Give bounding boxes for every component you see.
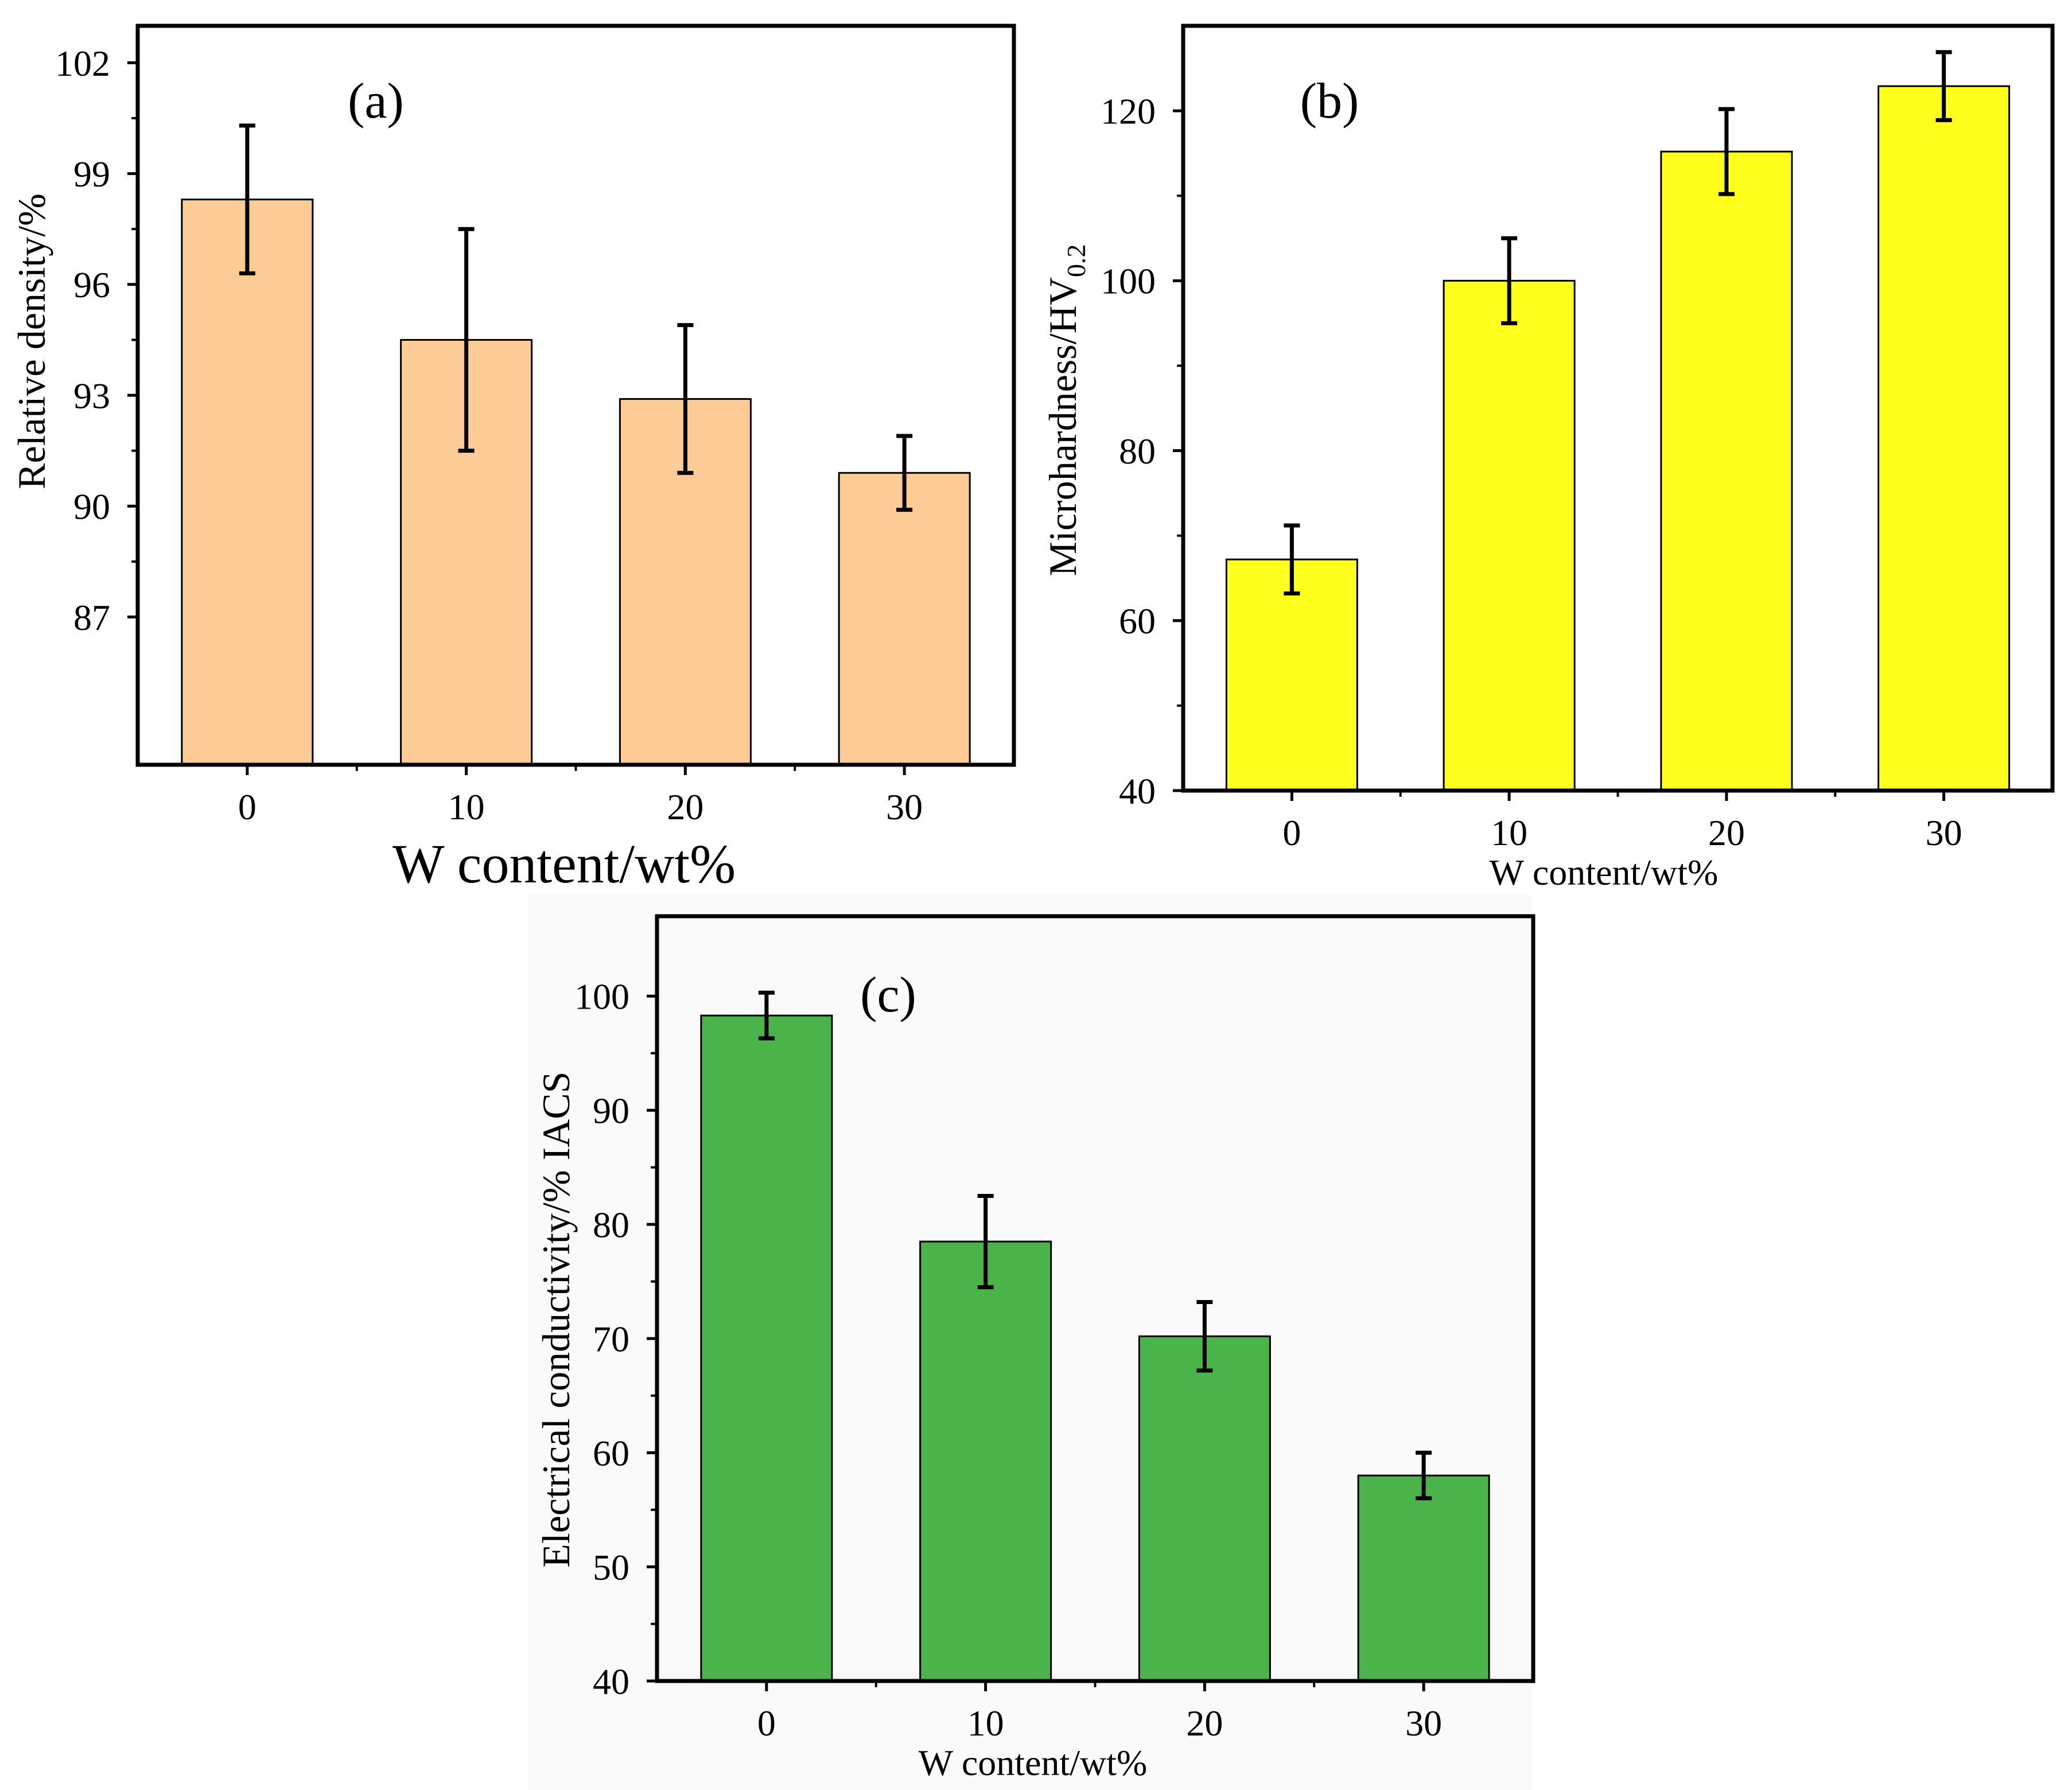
panel-a-ytick-label-102: 102 xyxy=(55,43,110,84)
panel-c-bar-20 xyxy=(1138,1335,1271,1682)
panel-a-errorbar-30 xyxy=(896,434,913,512)
panel-b-y-axis-title: Microhardness/HV0.2 xyxy=(1041,244,1091,577)
panel-c-errorbar-10 xyxy=(977,1193,994,1290)
panel-b-ytick-label-100: 100 xyxy=(1101,261,1156,302)
panel-a-bar-0 xyxy=(181,199,314,766)
panel-c-ytick-label-70: 70 xyxy=(593,1319,629,1360)
panel-b-xtick-label-10: 10 xyxy=(1491,812,1527,853)
panel-c-label: (c) xyxy=(860,967,916,1023)
panel-b-bar-20 xyxy=(1660,150,1793,792)
panel-b-errorbar-10 xyxy=(1501,236,1518,325)
panel-b-xtick-label-0: 0 xyxy=(1282,812,1301,853)
panel-a-error-bars xyxy=(239,123,913,512)
panel-a-errorbar-20 xyxy=(677,323,694,475)
panel-b-x-axis-title: W content/wt% xyxy=(1490,852,1719,893)
panel-a-x-axis-title: W content/wt% xyxy=(392,833,736,894)
panel-a-ytick-label-87: 87 xyxy=(73,597,110,638)
panel-a-bar-30 xyxy=(838,472,971,766)
panel-b-bar-10 xyxy=(1443,279,1576,792)
panel-c-ytick-labels: 40 50 60 70 80 90 100 xyxy=(574,976,629,1702)
panel-a-label: (a) xyxy=(348,73,404,129)
panel-b-y-axis-title-main: Microhardness/HV xyxy=(1041,277,1084,576)
panel-c-ytick-label-100: 100 xyxy=(574,976,629,1017)
panel-c-ytick-label-50: 50 xyxy=(593,1547,629,1587)
panel-b-ytick-label-60: 60 xyxy=(1119,601,1156,641)
panel-a-xtick-label-0: 0 xyxy=(238,787,256,827)
panel-c-bar-10 xyxy=(919,1240,1052,1682)
panel-c-bars xyxy=(700,1014,1490,1682)
panel-b-error-bars xyxy=(1284,50,1952,596)
panel-c-errorbar-0 xyxy=(758,990,775,1041)
panel-a-errorbar-0 xyxy=(239,123,255,275)
panel-a-ytick-label-90: 90 xyxy=(73,487,110,527)
panel-b-ytick-label-40: 40 xyxy=(1119,771,1156,811)
panel-b-ytick-labels: 40 60 80 100 120 xyxy=(1101,91,1156,812)
panel-a-plot-frame xyxy=(135,24,1016,767)
panel-a-bars xyxy=(181,199,971,766)
panel-a-relative-density: 87 90 93 96 99 102 0 10 20 30 (a) Relative densi… xyxy=(10,24,1016,894)
panel-b-xtick-label-20: 20 xyxy=(1708,812,1745,853)
panel-c-ytick-label-80: 80 xyxy=(593,1205,629,1246)
panel-c-y-axis-title: Electrical conductivity/% IACS xyxy=(534,1072,578,1568)
panel-b-xtick-label-30: 30 xyxy=(1926,812,1962,853)
panel-b-errorbar-30 xyxy=(1935,50,1952,122)
panel-b-errorbar-20 xyxy=(1718,107,1735,196)
panel-b-label: (b) xyxy=(1300,73,1359,129)
panel-a-xtick-label-30: 30 xyxy=(886,787,923,827)
panel-a-ytick-label-96: 96 xyxy=(73,264,110,305)
panel-b-bars xyxy=(1225,85,2011,792)
panel-b-bar-0 xyxy=(1225,558,1358,792)
panel-b-y-axis-title-subscript: 0.2 xyxy=(1062,244,1091,278)
panel-a-y-axis-title: Relative density/% xyxy=(10,193,53,489)
panel-c-bar-30 xyxy=(1357,1474,1490,1682)
panel-b-bar-30 xyxy=(1877,85,2011,792)
panel-c-xtick-label-20: 20 xyxy=(1186,1703,1223,1744)
panel-c-ytick-label-60: 60 xyxy=(593,1433,629,1473)
panel-c-electrical-conductivity: 40 50 60 70 80 90 100 0 10 20 30 (c) Electrical c… xyxy=(534,914,1535,1783)
panel-c-plot-frame xyxy=(655,914,1535,1683)
panel-c-ytick-label-90: 90 xyxy=(593,1091,629,1131)
panel-c-x-axis-title: W content/wt% xyxy=(919,1742,1148,1783)
panel-c-xtick-label-30: 30 xyxy=(1405,1703,1442,1744)
panel-b-xtick-labels: 0 10 20 30 xyxy=(1282,812,1962,853)
panel-c-xtick-labels: 0 10 20 30 xyxy=(757,1703,1442,1744)
panel-c-xtick-label-10: 10 xyxy=(967,1703,1004,1744)
panel-b-microhardness: 40 60 80 100 120 0 10 20 30 (b) Microhardness/H… xyxy=(1041,24,2055,893)
panel-b-ytick-label-120: 120 xyxy=(1101,91,1156,132)
panel-a-xtick-label-20: 20 xyxy=(667,787,703,827)
panel-c-errorbar-20 xyxy=(1196,1299,1213,1373)
panel-b-plot-frame xyxy=(1181,24,2055,793)
panel-c-error-bars xyxy=(758,990,1432,1501)
panel-a-ytick-label-99: 99 xyxy=(73,154,110,194)
panel-a-xtick-label-10: 10 xyxy=(448,787,485,827)
panel-a-ytick-labels: 87 90 93 96 99 102 xyxy=(55,43,110,638)
panel-b-errorbar-0 xyxy=(1284,523,1300,596)
panel-a-errorbar-10 xyxy=(458,227,475,453)
panel-c-xtick-label-0: 0 xyxy=(757,1703,776,1744)
panel-a-ytick-label-93: 93 xyxy=(73,375,110,416)
panel-a-xtick-labels: 0 10 20 30 xyxy=(238,787,923,827)
panel-c-ytick-label-40: 40 xyxy=(593,1661,629,1702)
panel-c-errorbar-30 xyxy=(1416,1450,1432,1501)
panel-b-ytick-label-80: 80 xyxy=(1119,431,1156,472)
panel-c-bar-0 xyxy=(700,1014,833,1682)
